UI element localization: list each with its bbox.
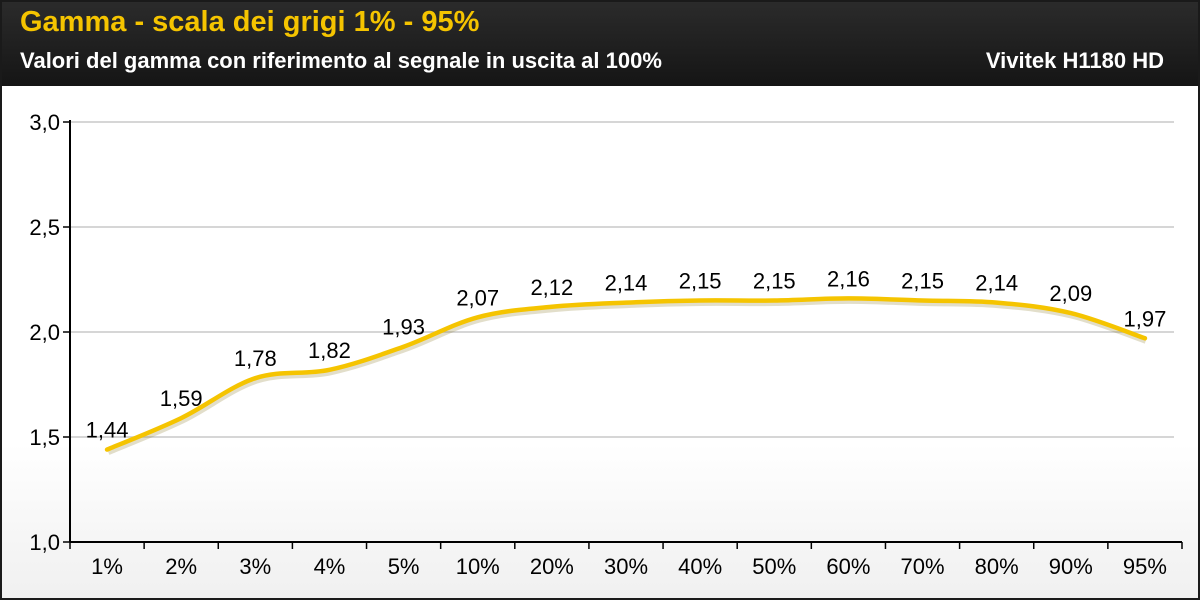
data-label: 2,15: [679, 269, 722, 294]
data-label: 1,44: [86, 418, 129, 443]
x-tick-label: 1%: [91, 554, 123, 579]
data-label: 2,14: [975, 271, 1018, 296]
x-tick-label: 90%: [1049, 554, 1093, 579]
x-tick-label: 50%: [752, 554, 796, 579]
chart-header: Gamma - scala dei grigi 1% - 95% Valori …: [2, 2, 1198, 86]
chart-subtitle: Valori del gamma con riferimento al segn…: [20, 48, 662, 73]
x-tick-label: 80%: [975, 554, 1019, 579]
device-model: Vivitek H1180 HD: [985, 48, 1164, 73]
x-tick-label: 95%: [1123, 554, 1167, 579]
x-tick-label: 40%: [678, 554, 722, 579]
y-tick-label: 1,5: [29, 425, 60, 450]
data-label: 1,78: [234, 346, 277, 371]
y-tick-label: 2,5: [29, 215, 60, 240]
data-label: 1,93: [382, 315, 425, 340]
data-label: 2,14: [605, 271, 648, 296]
data-label: 2,12: [530, 275, 573, 300]
data-label: 2,16: [827, 266, 870, 291]
data-label: 1,82: [308, 338, 351, 363]
y-tick-label: 2,0: [29, 320, 60, 345]
data-label: 2,07: [456, 285, 499, 310]
x-tick-label: 70%: [901, 554, 945, 579]
x-tick-label: 5%: [388, 554, 420, 579]
gamma-line-chart: 1,0 1,5 2,0 2,5 3,0 1% 2% 3% 4% 5% 10% 20% 30% 40% 50%…: [29, 110, 1183, 579]
data-label: 2,15: [753, 269, 796, 294]
chart-title: Gamma - scala dei grigi 1% - 95%: [20, 6, 480, 38]
plot-area: 1,0 1,5 2,0 2,5 3,0 1% 2% 3% 4% 5% 10% 20% 30% 40% 50%…: [2, 86, 1198, 598]
x-tick-label: 60%: [826, 554, 870, 579]
y-tick-label: 3,0: [29, 110, 60, 135]
data-label: 1,97: [1124, 306, 1167, 331]
x-tick-label: 3%: [239, 554, 271, 579]
y-tick-label: 1,0: [29, 530, 60, 555]
data-label: 2,09: [1049, 281, 1092, 306]
data-label: 1,59: [160, 386, 203, 411]
x-tick-label: 4%: [314, 554, 346, 579]
x-tick-label: 30%: [604, 554, 648, 579]
data-label: 2,15: [901, 269, 944, 294]
x-tick-label: 2%: [165, 554, 197, 579]
x-tick-label: 20%: [530, 554, 574, 579]
x-tick-label: 10%: [456, 554, 500, 579]
series-line: [104, 296, 1148, 452]
